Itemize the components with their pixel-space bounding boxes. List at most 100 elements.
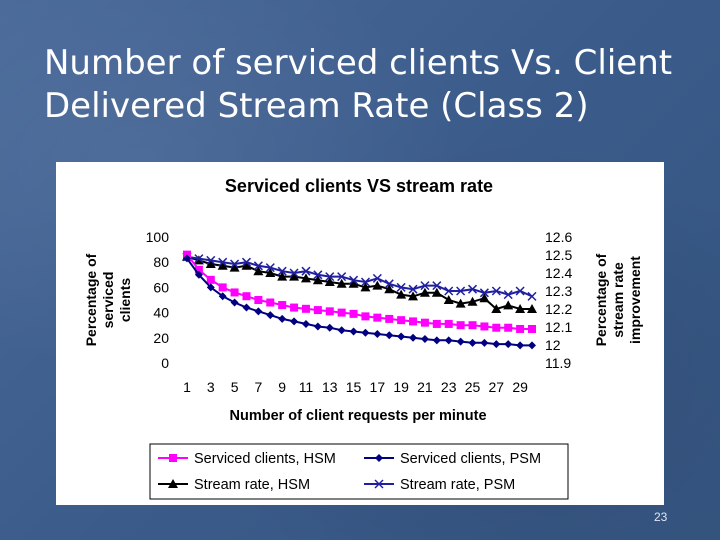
legend-item: Serviced clients, PSM: [364, 451, 541, 467]
data-point: [479, 293, 490, 303]
data-point: [206, 283, 215, 292]
y-axis-label-left: Percentage of serviced clients: [83, 253, 133, 346]
chart-container: Serviced clients VS stream rate 0 20 40 60 8…: [56, 162, 664, 505]
data-point: [254, 296, 263, 304]
data-point: [408, 291, 419, 301]
legend-item: Stream rate, HSM: [158, 477, 310, 493]
axis-ticks: 02040608010011.91212.112.212.312.412.512…: [146, 229, 573, 395]
data-point: [409, 333, 418, 342]
data-point: [265, 268, 276, 277]
data-point: [230, 288, 239, 297]
legend-label: Serviced clients, PSM: [400, 451, 541, 467]
y-left-tick-label: 0: [161, 355, 169, 371]
data-point: [444, 336, 453, 345]
slide-title-line-2: Delivered Stream Rate (Class 2): [44, 86, 589, 126]
legend: Serviced clients, HSM Serviced clients, P…: [158, 451, 541, 493]
data-point: [194, 265, 203, 274]
data-point: [420, 318, 429, 327]
x-tick-label: 19: [393, 379, 409, 395]
legend-marker: [375, 454, 383, 462]
slide-title-line-1: Number of serviced clients Vs. Client: [44, 43, 673, 83]
data-point: [491, 286, 501, 296]
data-point: [360, 277, 370, 287]
data-point: [467, 284, 478, 294]
data-point: [253, 261, 263, 271]
x-tick-label: 7: [254, 379, 262, 395]
data-point: [194, 254, 204, 264]
data-point: [312, 275, 323, 285]
data-point: [431, 287, 442, 297]
x-tick-label: 13: [322, 379, 338, 395]
data-point: [241, 260, 252, 270]
legend-item: Stream rate, PSM: [364, 477, 515, 493]
data-point: [516, 324, 525, 333]
slide-title: Number of serviced clients Vs. Client De…: [44, 42, 684, 128]
x-tick-label: 29: [512, 379, 528, 395]
axis-label-line: improvement: [627, 256, 643, 344]
data-point: [468, 338, 477, 347]
y-right-tick-label: 12.1: [545, 319, 572, 335]
data-point: [456, 337, 465, 346]
data-point: [337, 308, 346, 317]
data-point: [206, 255, 216, 265]
data-point: [218, 257, 228, 267]
axis-label-line: Percentage of: [593, 253, 609, 346]
data-point: [278, 314, 287, 323]
y-left-tick-label: 40: [153, 305, 169, 321]
page-number: 23: [654, 510, 668, 524]
x-tick-label: 21: [417, 379, 433, 395]
data-point: [397, 316, 406, 325]
data-point: [300, 273, 311, 283]
data-point: [325, 307, 334, 316]
data-point: [515, 286, 525, 296]
series-triangle: [182, 251, 537, 313]
data-point: [409, 317, 418, 326]
y-left-tick-label: 20: [153, 330, 169, 346]
data-point: [456, 321, 465, 330]
data-point: [290, 303, 299, 312]
data-point: [349, 309, 358, 318]
data-point: [385, 331, 394, 340]
y-right-tick-label: 12: [545, 337, 561, 353]
series-diamond: [183, 254, 536, 350]
y-axis-label-right: Percentage of stream rate improvement: [593, 253, 643, 346]
data-point: [504, 340, 513, 349]
data-point: [361, 328, 370, 337]
data-point: [515, 304, 526, 313]
x-tick-label: 25: [465, 379, 481, 395]
data-point: [420, 335, 429, 344]
data-point: [527, 291, 537, 301]
data-point: [206, 275, 215, 284]
data-point: [384, 284, 395, 294]
data-point: [468, 321, 477, 330]
data-point: [432, 319, 441, 328]
legend-marker: [169, 454, 177, 462]
y-right-tick-label: 12.3: [545, 283, 572, 299]
legend-marker: [374, 479, 384, 489]
legend-label: Serviced clients, HSM: [194, 451, 336, 467]
data-point: [467, 296, 478, 306]
data-point: [324, 277, 335, 286]
data-point: [361, 312, 370, 321]
data-point: [301, 266, 311, 276]
data-point: [503, 300, 514, 310]
data-point: [218, 292, 227, 301]
data-point: [408, 284, 418, 294]
x-tick-label: 15: [346, 379, 362, 395]
data-point: [325, 272, 335, 282]
data-point: [480, 338, 489, 347]
y-right-tick-label: 12.2: [545, 301, 572, 317]
data-point: [492, 340, 501, 349]
data-point: [456, 286, 466, 296]
data-point: [337, 326, 346, 335]
data-point: [254, 307, 263, 316]
data-point: [528, 324, 536, 333]
y-right-tick-label: 12.4: [545, 265, 572, 281]
data-point: [325, 323, 334, 332]
x-axis-label: Number of client requests per minute: [229, 408, 486, 424]
data-point: [241, 257, 252, 267]
data-point: [313, 322, 322, 331]
data-point: [349, 327, 358, 336]
data-point: [444, 286, 454, 296]
x-tick-label: 9: [278, 379, 286, 395]
